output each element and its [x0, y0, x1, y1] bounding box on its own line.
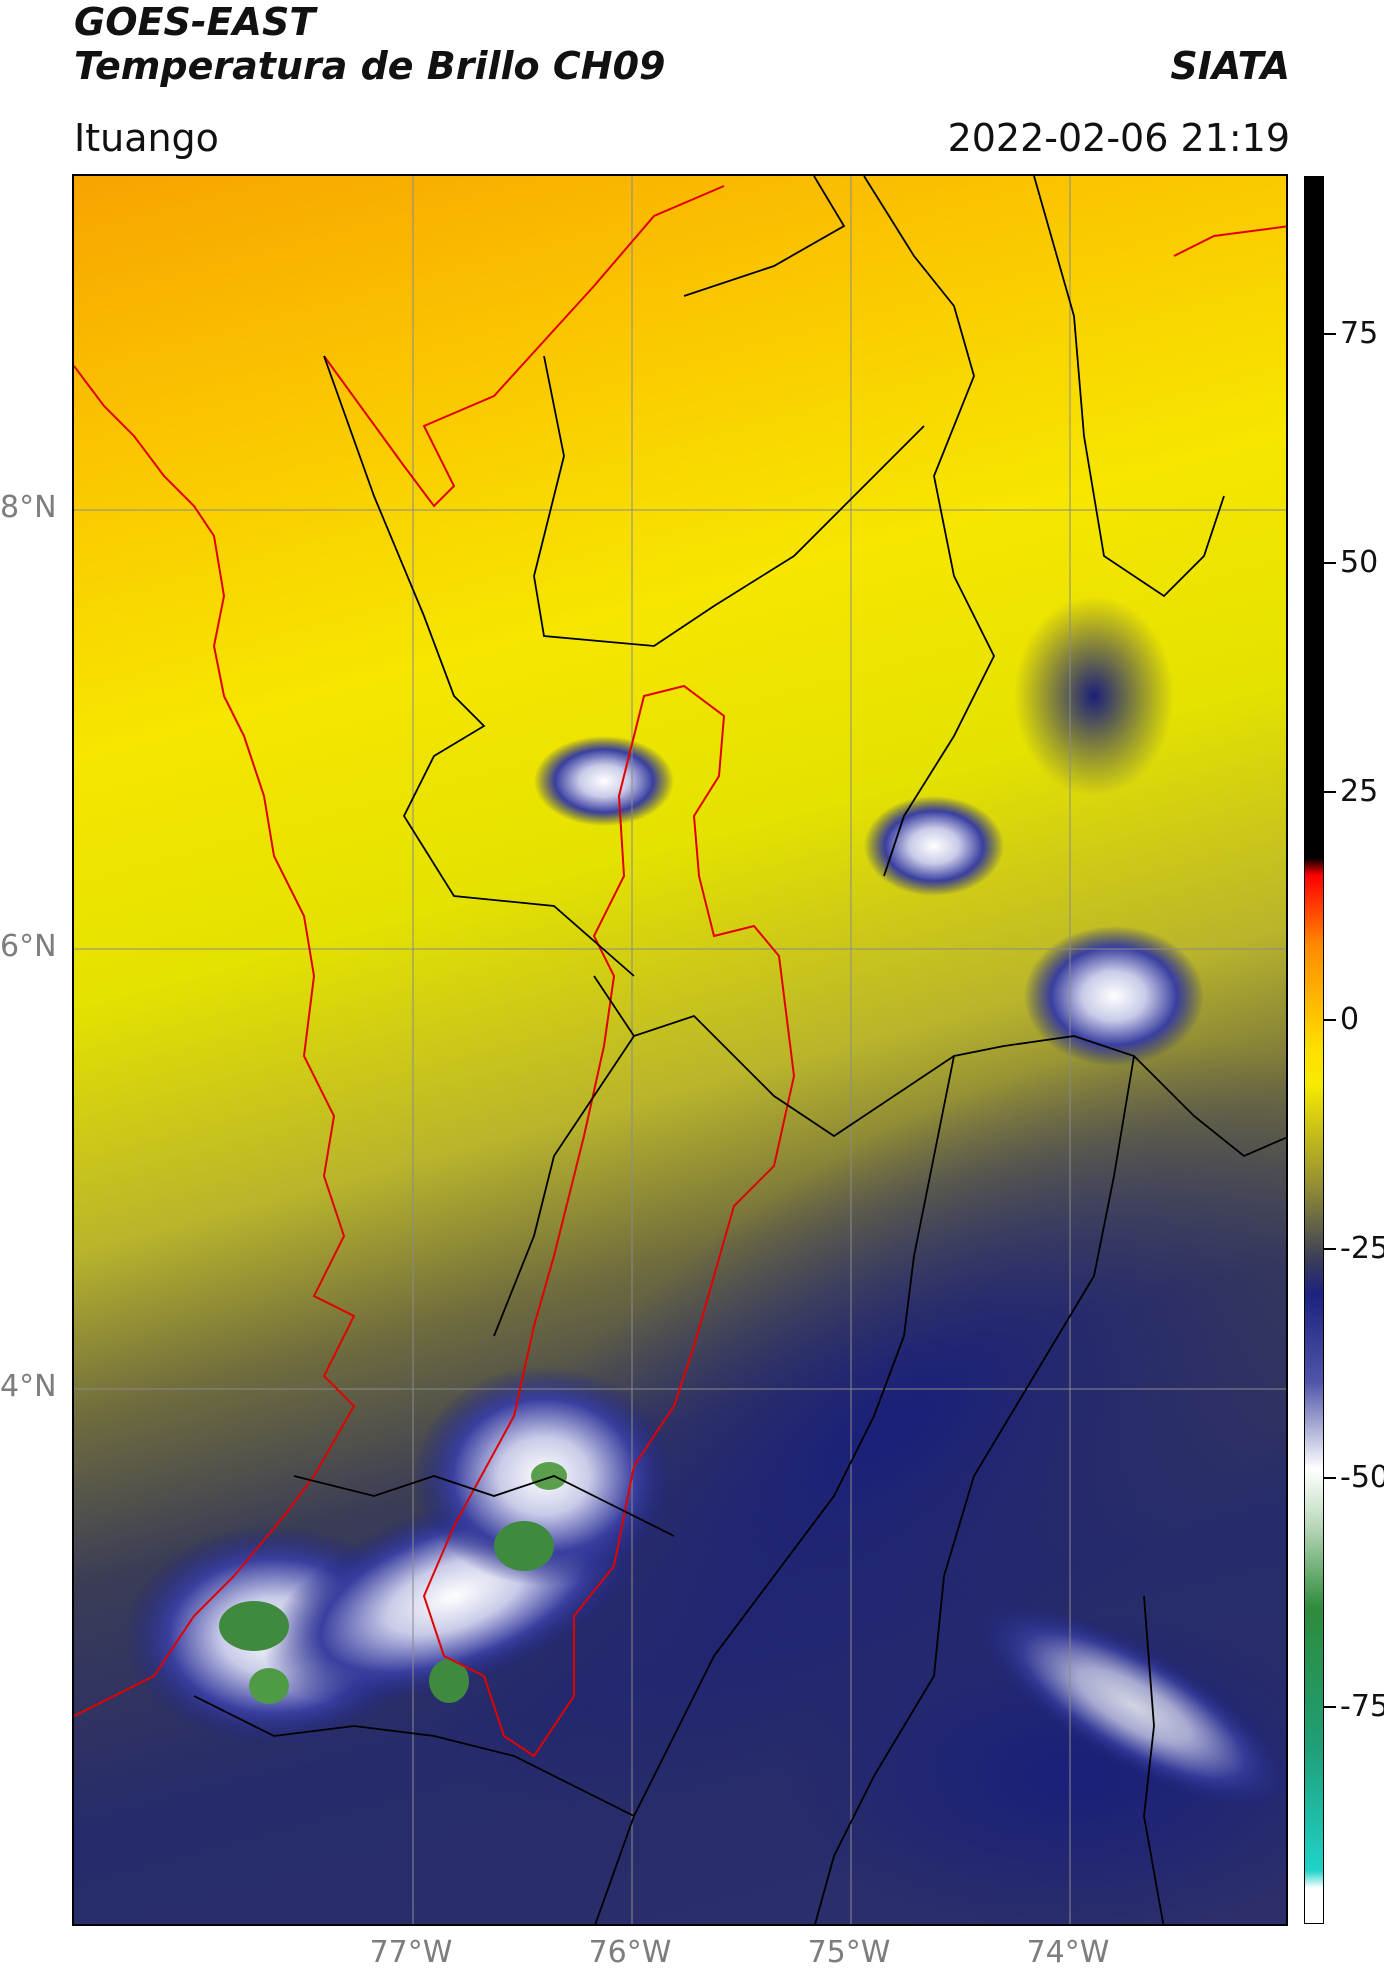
colorbar-label-neg25: -25: [1340, 1231, 1384, 1266]
lon-label-77w: 77°W: [369, 1935, 453, 1970]
coastline: [74, 365, 356, 1717]
org-label: SIATA: [1170, 44, 1290, 88]
colorbar-tick: [1324, 333, 1336, 335]
satellite-map[interactable]: [72, 174, 1288, 1926]
colorbar-label-75: 75: [1340, 316, 1379, 351]
colorbar-label-0: 0: [1340, 1002, 1360, 1037]
ituango-region-border: [422, 684, 796, 1758]
lat-label-8n: 8°N: [0, 490, 57, 525]
colorbar-tick: [1324, 791, 1336, 793]
map-layers: [74, 176, 1286, 1924]
cold-core: [219, 1601, 289, 1651]
coastline: [1173, 225, 1286, 257]
colorbar-label-50: 50: [1340, 545, 1379, 580]
lon-label-76w: 76°W: [588, 1935, 672, 1970]
colorbar-label-neg75: -75: [1340, 1689, 1384, 1724]
lon-label-75w: 75°W: [807, 1935, 891, 1970]
lat-label-4n: 4°N: [0, 1369, 57, 1404]
datetime-label: 2022-02-06 21:19: [947, 116, 1290, 160]
cloud-band: [411, 1040, 1286, 1812]
cloud-top: [534, 736, 674, 826]
cold-core: [531, 1462, 567, 1490]
product-title: Temperatura de Brillo CH09: [74, 44, 666, 88]
cold-core: [494, 1521, 554, 1571]
colorbar-tick: [1324, 1019, 1336, 1021]
cloud-top: [1014, 596, 1174, 796]
cloud-top: [975, 1602, 1286, 1810]
lat-label-6n: 6°N: [0, 929, 57, 964]
colorbar-label-neg50: -50: [1340, 1460, 1384, 1495]
lon-label-74w: 74°W: [1026, 1935, 1110, 1970]
graticule: [74, 176, 1286, 1924]
colorbar: [1304, 176, 1324, 1924]
colorbar-tick: [1324, 562, 1336, 564]
colorbar-tick: [1324, 1248, 1336, 1250]
colorbar-tick: [1324, 1706, 1336, 1708]
coastline: [323, 185, 725, 508]
region-label: Ituango: [74, 116, 219, 160]
cold-core: [249, 1668, 289, 1704]
cloud-top: [864, 796, 1004, 896]
colorbar-tick: [1324, 1477, 1336, 1479]
cold-core: [429, 1659, 469, 1703]
satellite-title: GOES-EAST: [74, 0, 316, 44]
cloud-top: [1024, 926, 1204, 1066]
admin-borders: [193, 176, 1286, 1924]
colorbar-label-25: 25: [1340, 774, 1379, 809]
